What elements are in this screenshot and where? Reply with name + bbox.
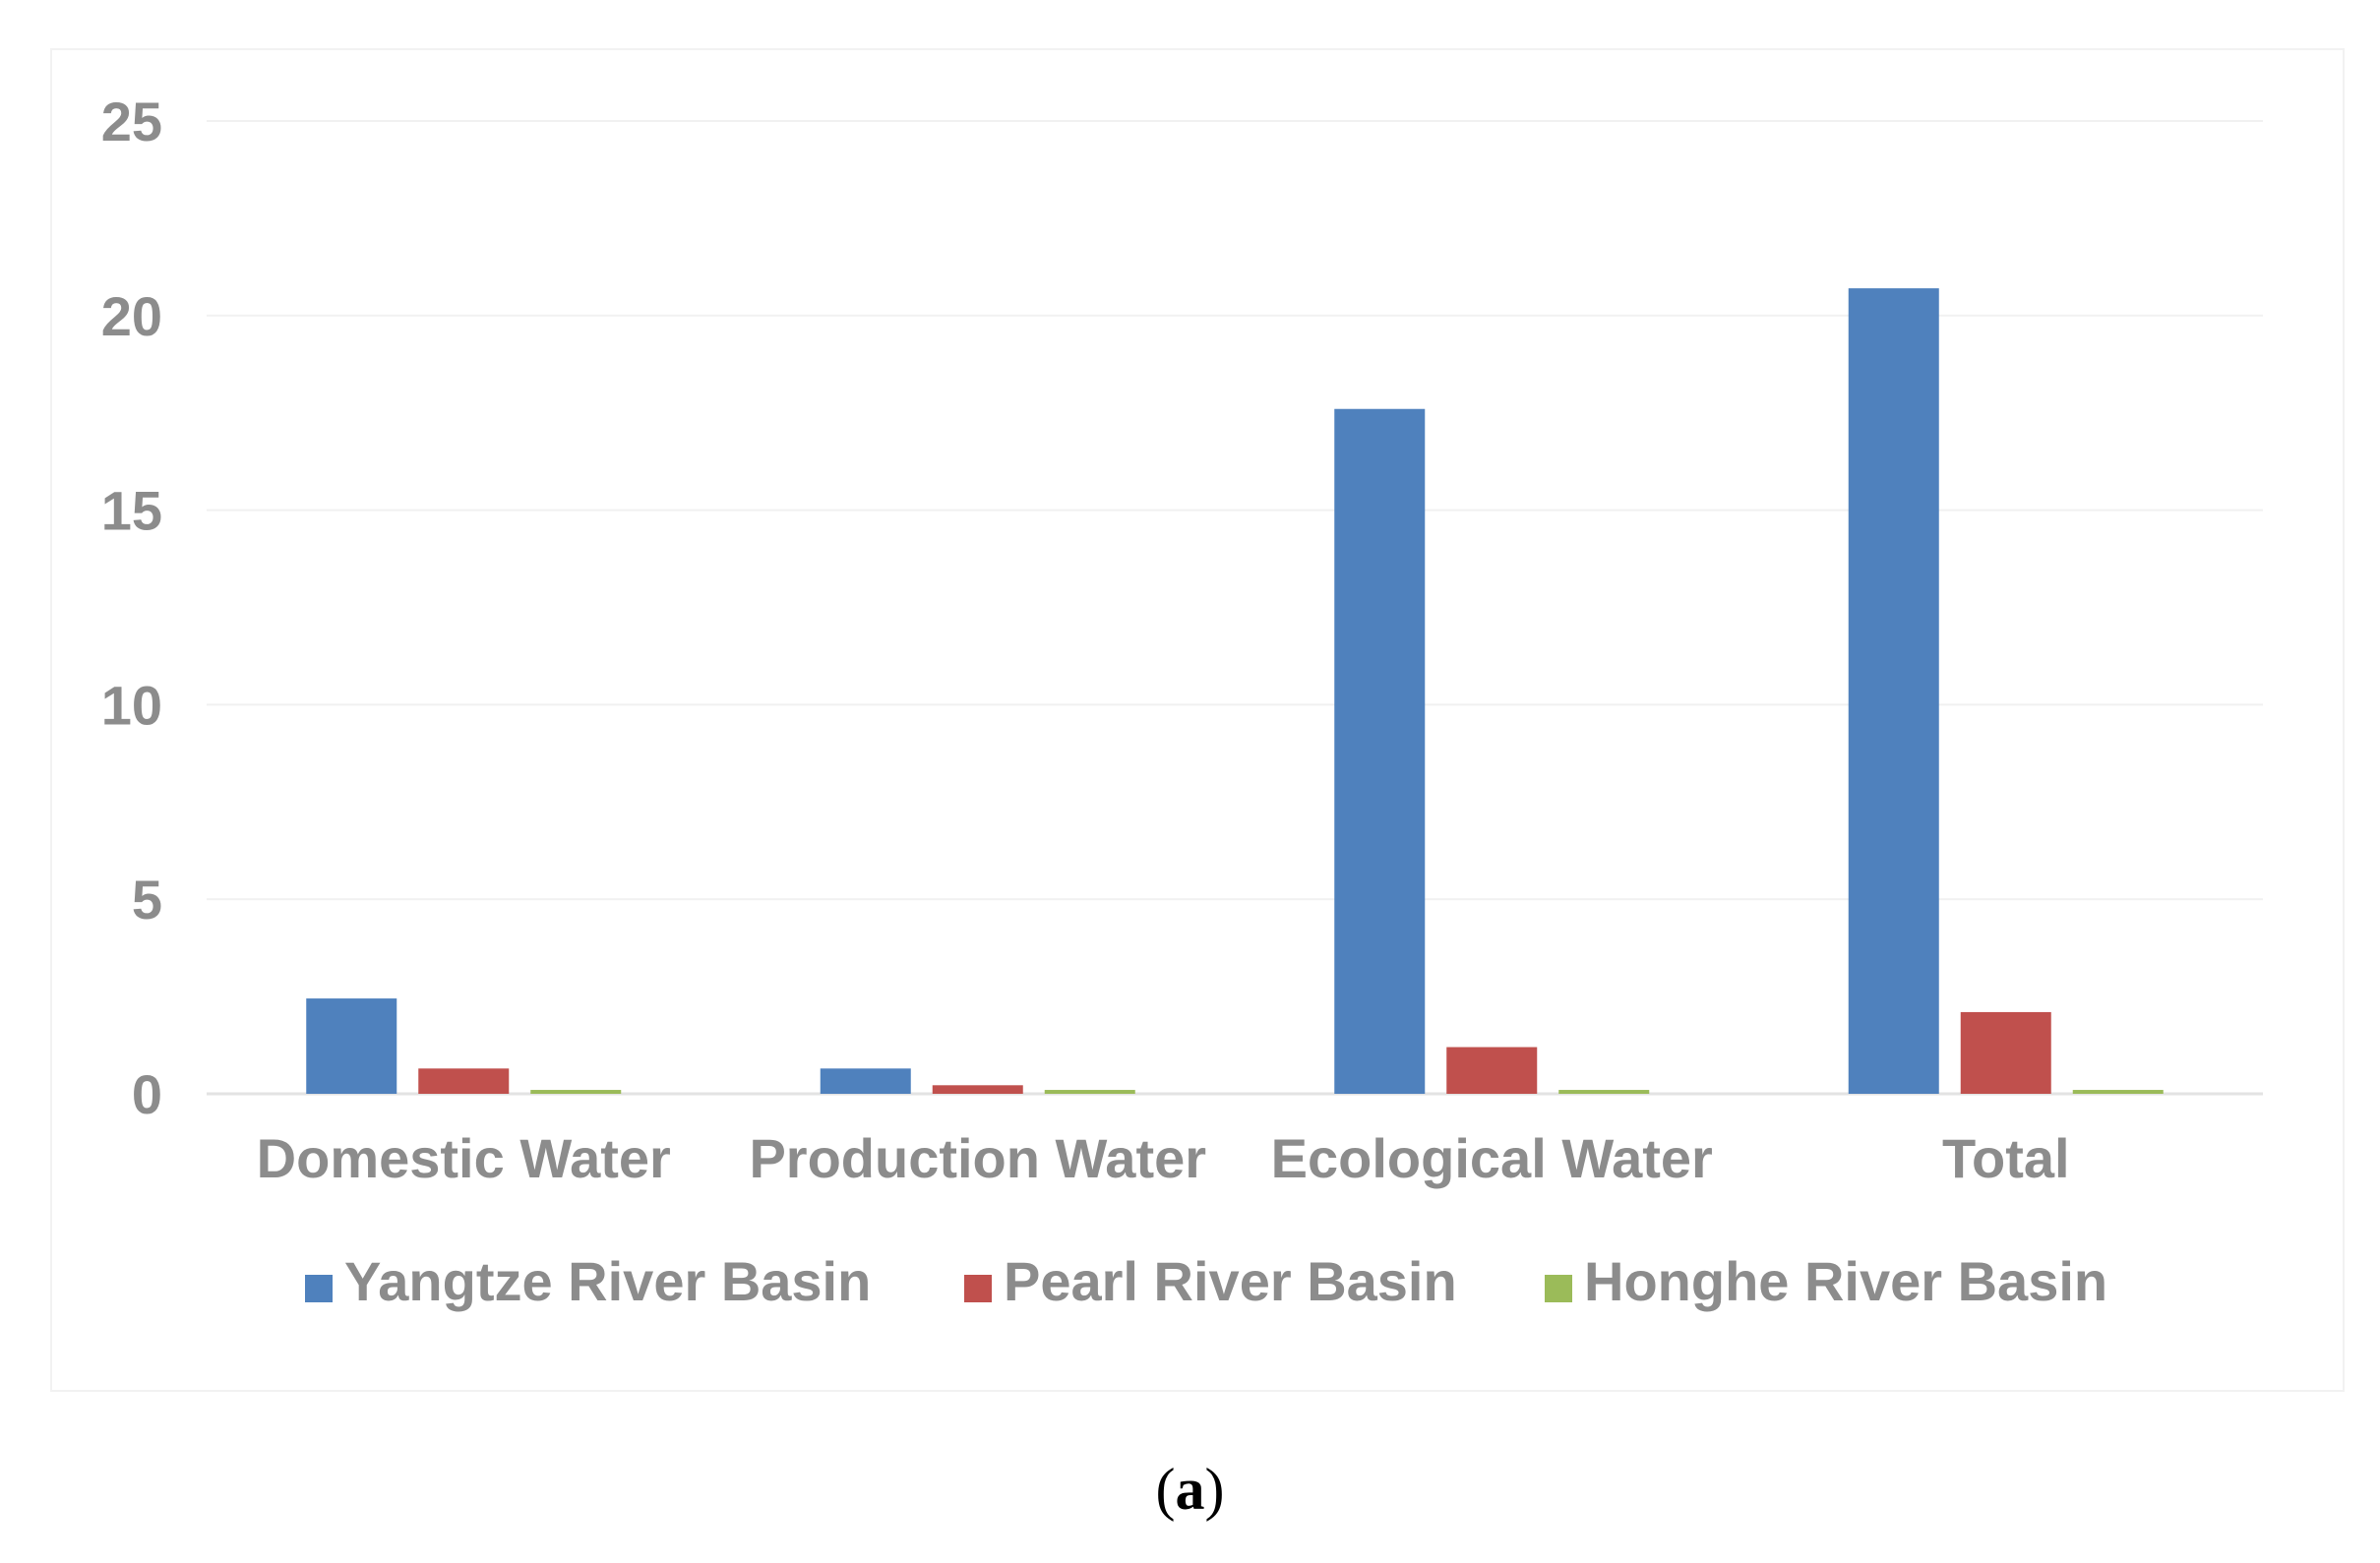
legend-label: Honghe River Basin: [1584, 1250, 2107, 1312]
x-category-label: Domestic Water: [257, 1127, 671, 1189]
bar-yangtze-river-basin-total: [1848, 288, 1939, 1094]
legend-label: Yangtze River Basin: [344, 1250, 871, 1312]
legend: Yangtze River Basin Pearl River Basin Hong…: [305, 1250, 2107, 1312]
grid-lines: [207, 120, 2263, 1096]
caption-open: (: [1155, 1457, 1176, 1522]
legend-item: Pearl River Basin: [964, 1250, 1457, 1312]
bar-yangtze-river-basin-domestic-water: [306, 998, 397, 1094]
legend-item: Yangtze River Basin: [305, 1250, 871, 1312]
figure-caption: (a): [0, 1456, 2380, 1524]
caption-close: ): [1204, 1457, 1225, 1522]
y-axis-ticks: 0 5 10 15 20 25: [101, 90, 162, 1125]
bars: [306, 288, 2164, 1094]
x-category-label: Total: [1942, 1127, 2070, 1189]
y-tick-label: 10: [101, 674, 162, 736]
bar-pearl-river-basin-total: [1960, 1011, 2051, 1094]
y-tick-label: 5: [132, 869, 162, 931]
y-tick-label: 15: [101, 480, 162, 542]
x-category-label: Ecological Water: [1271, 1127, 1713, 1189]
chart-frame: [50, 48, 2345, 1392]
bar-honghe-river-basin-total: [2072, 1090, 2164, 1094]
bar-pearl-river-basin-production-water: [932, 1085, 1023, 1094]
bar-yangtze-river-basin-production-water: [820, 1068, 911, 1094]
legend-item: Honghe River Basin: [1545, 1250, 2107, 1312]
bar-honghe-river-basin-domestic-water: [530, 1090, 622, 1094]
bar-yangtze-river-basin-ecological-water: [1334, 408, 1426, 1094]
legend-swatch: [305, 1275, 333, 1302]
bar-honghe-river-basin-ecological-water: [1558, 1090, 1650, 1094]
bar-pearl-river-basin-ecological-water: [1446, 1047, 1538, 1094]
legend-label: Pearl River Basin: [1004, 1250, 1457, 1312]
x-axis-categories: Domestic Water Production Water Ecological…: [257, 1127, 2070, 1189]
y-tick-label: 20: [101, 285, 162, 347]
bar-honghe-river-basin-production-water: [1044, 1090, 1135, 1094]
legend-swatch: [964, 1275, 992, 1302]
x-category-label: Production Water: [749, 1127, 1206, 1189]
y-tick-label: 0: [132, 1063, 162, 1125]
caption-letter: a: [1175, 1457, 1205, 1522]
bar-pearl-river-basin-domestic-water: [418, 1068, 510, 1094]
legend-swatch: [1545, 1275, 1572, 1302]
y-tick-label: 25: [101, 90, 162, 152]
